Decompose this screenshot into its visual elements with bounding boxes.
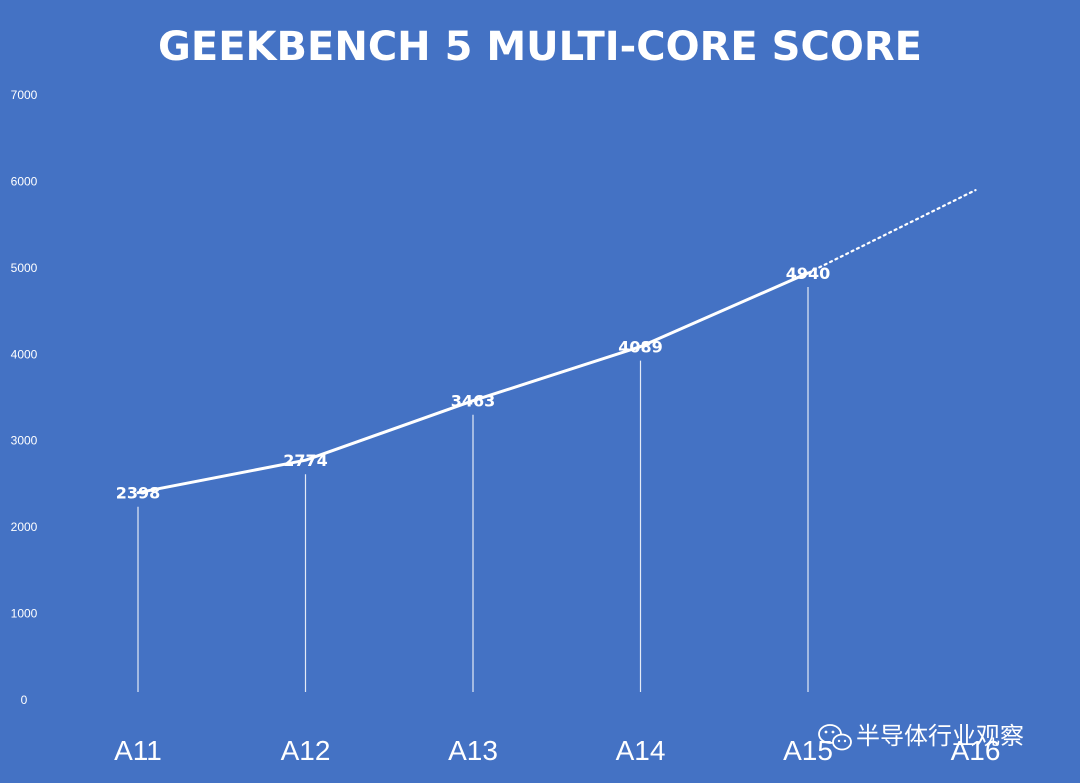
y-tick-label: 7000 bbox=[11, 88, 38, 102]
x-tick-label: A13 bbox=[448, 735, 498, 766]
watermark-text: 半导体行业观察 bbox=[856, 722, 1024, 750]
y-axis: 0 1000 2000 3000 4000 5000 6000 7000 bbox=[11, 88, 38, 707]
data-label: 2398 bbox=[116, 484, 161, 503]
y-tick-label: 4000 bbox=[11, 347, 38, 361]
x-axis: A11 A12 A13 A14 A15 A16 bbox=[114, 735, 1000, 766]
x-tick-label: A14 bbox=[616, 735, 666, 766]
x-tick-label: A15 bbox=[783, 735, 833, 766]
y-tick-label: 6000 bbox=[11, 174, 38, 188]
y-tick-label: 1000 bbox=[11, 607, 38, 621]
drop-lines bbox=[137, 287, 809, 692]
x-tick-label: A16 bbox=[951, 735, 1001, 766]
x-tick-label: A12 bbox=[281, 735, 331, 766]
series-line bbox=[136, 271, 810, 495]
chart-title: GEEKBENCH 5 MULTI-CORE SCORE bbox=[158, 24, 922, 70]
watermark: 半导体行业观察 bbox=[818, 722, 1024, 751]
x-tick-label: A11 bbox=[114, 735, 162, 766]
trendline bbox=[136, 189, 977, 494]
data-label: 4940 bbox=[786, 264, 831, 283]
data-label: 3463 bbox=[451, 392, 496, 411]
data-labels: 2398 2774 3463 4089 4940 bbox=[116, 264, 831, 503]
y-tick-label: 0 bbox=[21, 693, 28, 707]
data-label: 2774 bbox=[283, 451, 328, 470]
wechat-icon bbox=[818, 724, 852, 751]
y-tick-label: 5000 bbox=[11, 261, 38, 275]
data-label: 4089 bbox=[618, 338, 663, 357]
y-tick-label: 3000 bbox=[11, 434, 38, 448]
y-tick-label: 2000 bbox=[11, 520, 38, 534]
